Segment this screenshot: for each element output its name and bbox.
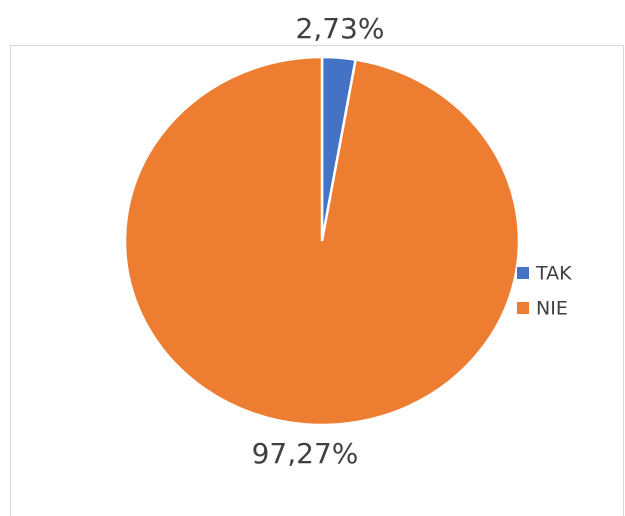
pie-slice [123, 55, 521, 427]
data-label: 97,27% [252, 437, 359, 470]
legend-label: NIE [536, 298, 568, 320]
legend-swatch [517, 267, 529, 279]
data-label: 2,73% [296, 12, 385, 45]
legend-label: TAK [535, 263, 572, 285]
legend-swatch [517, 302, 529, 314]
